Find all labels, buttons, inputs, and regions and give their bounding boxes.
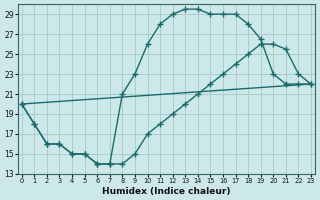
X-axis label: Humidex (Indice chaleur): Humidex (Indice chaleur) xyxy=(102,187,231,196)
